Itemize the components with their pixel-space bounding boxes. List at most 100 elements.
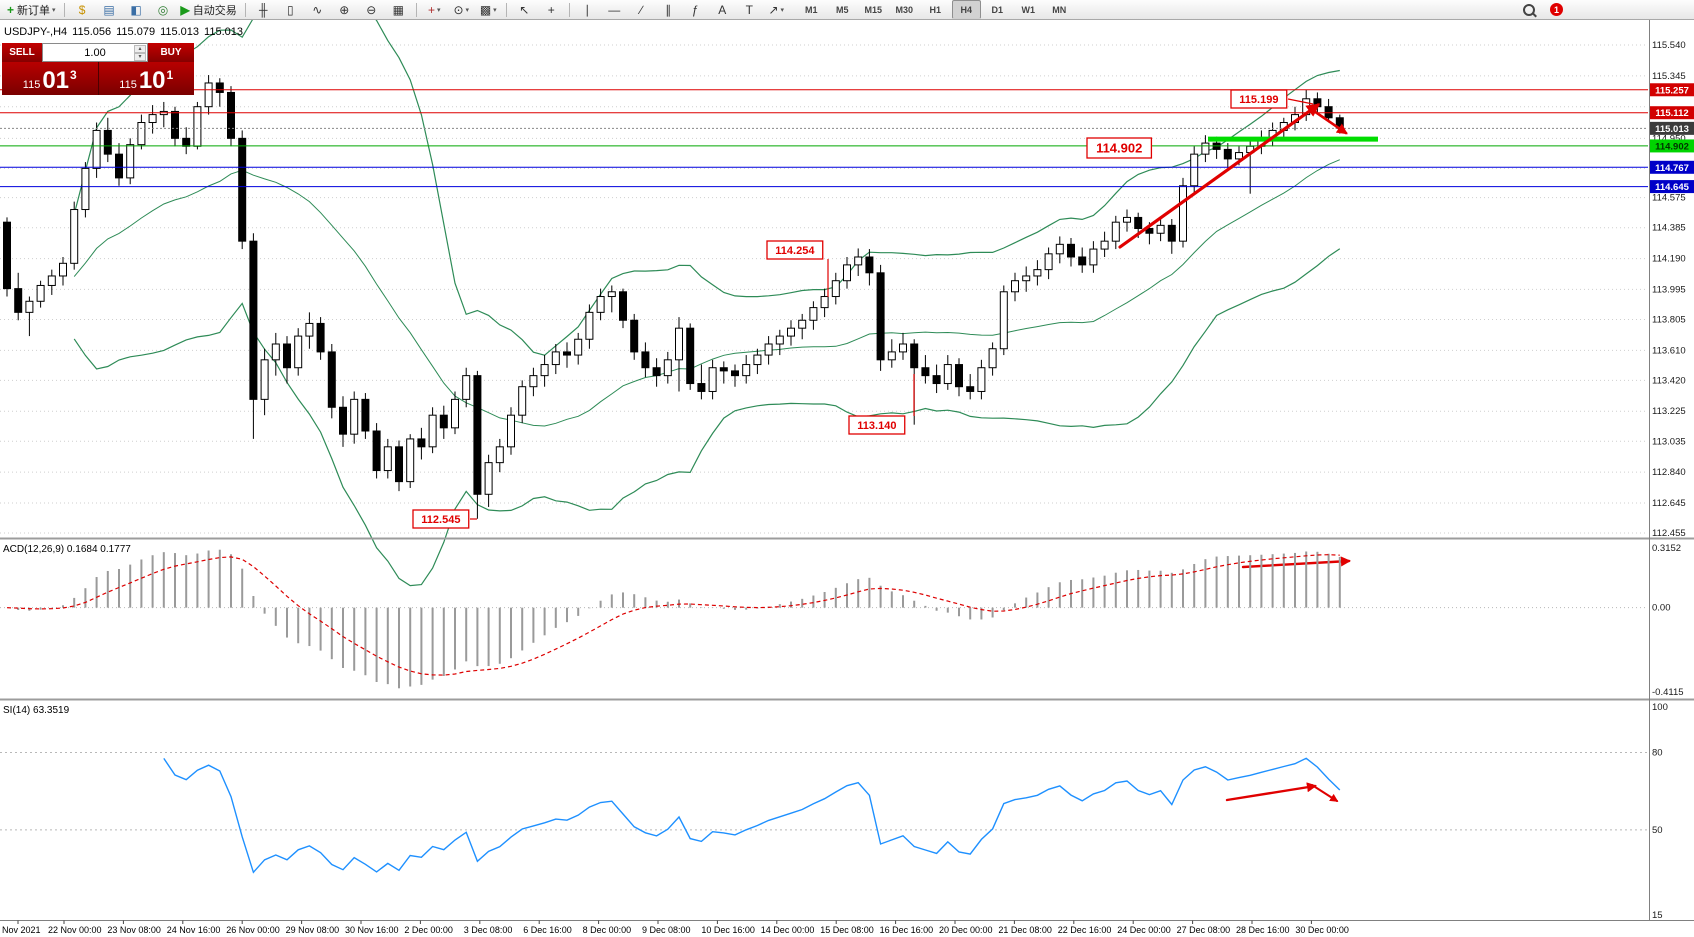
data-window-button[interactable]: ◧ [124,0,149,19]
market-watch-button[interactable]: ▤ [97,0,122,19]
new-order-button-label: 新订单 [17,4,51,17]
new-order-button[interactable]: + 新订单 ▾ [4,0,59,19]
svg-text:20 Dec 00:00: 20 Dec 00:00 [939,925,993,935]
timeframe-d1-button[interactable]: D1 [991,4,1004,15]
svg-text:114.254: 114.254 [775,245,815,257]
macd-signal-line [6,554,1340,676]
price-callout [1230,89,1288,109]
timeframe-h1-button[interactable]: H1 [929,4,942,15]
crosshair-icon: + [547,2,555,17]
buy-price-big: 10 [138,66,166,94]
text-button[interactable]: A [710,0,735,19]
low-value: 115.013 [160,26,200,38]
tile-windows-icon: ▦ [392,2,404,17]
text-icon: A [718,2,727,17]
timeframe-m30-button[interactable]: M30 [895,4,914,15]
timeframe-h4-button[interactable]: H4 [951,0,981,19]
sell-price-button[interactable]: 115 01 3 [2,62,99,95]
arrows-button[interactable]: ↗ ▾ [764,0,789,19]
svg-text:22 Nov 00:00: 22 Nov 00:00 [48,925,102,935]
buy-price-sup: 1 [166,68,174,82]
trendline-button[interactable]: ∕ [629,0,654,19]
volume-up-button[interactable]: ▴ [134,44,146,53]
sell-price-big: 01 [42,66,70,94]
svg-text:10 Dec 16:00: 10 Dec 16:00 [701,925,755,935]
crosshair-button[interactable]: + [539,0,564,19]
timeframe-mn-button[interactable]: MN [1052,4,1067,15]
periods-button[interactable]: ⊙ ▾ [449,0,474,19]
one-click-trading-panel: SELL 1.00 ▴ ▾ BUY 115 01 3 115 10 1 [2,43,194,95]
zoom-out-button[interactable]: ⊖ [359,0,384,19]
svg-text:114.767: 114.767 [1655,163,1689,174]
timeframe-group: M1 M5 M15 M30 H1 H4 D1 W1 MN [796,0,1075,19]
candlestick-mode-button[interactable]: ▯ [278,0,303,19]
notifications-badge[interactable]: 1 [1550,3,1563,16]
timeframe-m1-button[interactable]: M1 [805,4,818,15]
svg-text:14 Dec 00:00: 14 Dec 00:00 [761,925,815,935]
arrows-icon: ↗ [768,2,779,17]
trend-arrow [1311,784,1339,802]
svg-text:ACD(12,26,9) 0.1684 0.1777: ACD(12,26,9) 0.1684 0.1777 [3,544,131,555]
svg-text:112.545: 112.545 [421,514,460,526]
market-watch-icon: ▤ [103,2,115,17]
svg-text:100: 100 [1652,702,1668,713]
bar-chart-mode-button[interactable]: ╫ [251,0,276,19]
svg-text:114.950: 114.950 [1652,133,1686,144]
search-button[interactable] [1516,0,1541,19]
auto-trading-button[interactable]: ▶ 自动交易 [178,0,240,19]
zoom-in-button[interactable]: ⊕ [332,0,357,19]
svg-text:113.995: 113.995 [1652,284,1686,295]
svg-text:80: 80 [1652,748,1663,759]
channel-button[interactable]: ∥ [656,0,681,19]
templates-button[interactable]: ▩ ▾ [476,0,501,19]
svg-text:0.3152: 0.3152 [1652,543,1681,554]
timeframe-m5-button[interactable]: M5 [836,4,849,15]
svg-text:23 Nov 08:00: 23 Nov 08:00 [107,925,161,935]
svg-text:24 Nov 16:00: 24 Nov 16:00 [167,925,221,935]
navigator-button[interactable]: ◎ [151,0,176,19]
price-callout [848,415,906,435]
fibonacci-button[interactable]: ƒ [683,0,708,19]
time-axis: Nov 2021 22 Nov 00:00 23 Nov 08:00 24 Nov 1… [0,920,1694,935]
svg-text:21 Dec 08:00: 21 Dec 08:00 [998,925,1052,935]
svg-text:112.645: 112.645 [1652,498,1686,509]
svg-text:-0.4115: -0.4115 [1652,687,1684,698]
buy-price-button[interactable]: 115 10 1 [98,62,194,95]
indicators-button[interactable]: + ▾ [422,0,447,19]
svg-text:112.840: 112.840 [1652,467,1686,478]
deposit-funds-icon: $ [78,2,86,17]
timeframe-w1-button[interactable]: W1 [1021,4,1036,15]
periods-icon: ⊙ [453,2,464,17]
fibonacci-icon: ƒ [691,2,699,17]
svg-text:24 Dec 00:00: 24 Dec 00:00 [1117,925,1171,935]
svg-text:0.00: 0.00 [1652,603,1671,614]
toolbar-separator [244,2,246,17]
tile-windows-button[interactable]: ▦ [386,0,411,19]
deposit-funds-button[interactable]: $ [70,0,95,19]
timeframe-m15-button[interactable]: M15 [864,4,883,15]
horizontal-line-button[interactable]: — [602,0,627,19]
vertical-line-button[interactable]: ∣ [575,0,600,19]
macd-panel: ACD(12,26,9) 0.1684 0.1777 [0,544,1648,689]
svg-text:22 Dec 16:00: 22 Dec 16:00 [1058,925,1112,935]
svg-text:113.035: 113.035 [1652,436,1686,447]
horizontal-line-icon: — [608,2,621,17]
navigator-icon: ◎ [157,2,169,17]
line-chart-mode-button[interactable]: ∿ [305,0,330,19]
volume-input[interactable]: 1.00 ▴ ▾ [42,43,148,62]
price-callout [1086,137,1153,159]
cursor-button[interactable]: ↖ [512,0,537,19]
chevron-down-icon: ▾ [465,6,470,14]
text-label-button[interactable]: T [737,0,762,19]
bollinger-upper-band [73,0,1340,356]
svg-text:Nov 2021: Nov 2021 [2,925,41,935]
close-value: 115.013 [204,26,243,38]
svg-text:115.257: 115.257 [1655,85,1689,96]
svg-text:114.902: 114.902 [1096,141,1142,156]
price-callout [766,240,824,260]
channel-icon: ∥ [665,2,672,17]
svg-text:113.140: 113.140 [857,420,896,432]
volume-down-button[interactable]: ▾ [134,52,146,61]
chart-ohlc-label: USDJPY-,H4 115.056 115.079 115.013 115.013 [4,26,248,38]
